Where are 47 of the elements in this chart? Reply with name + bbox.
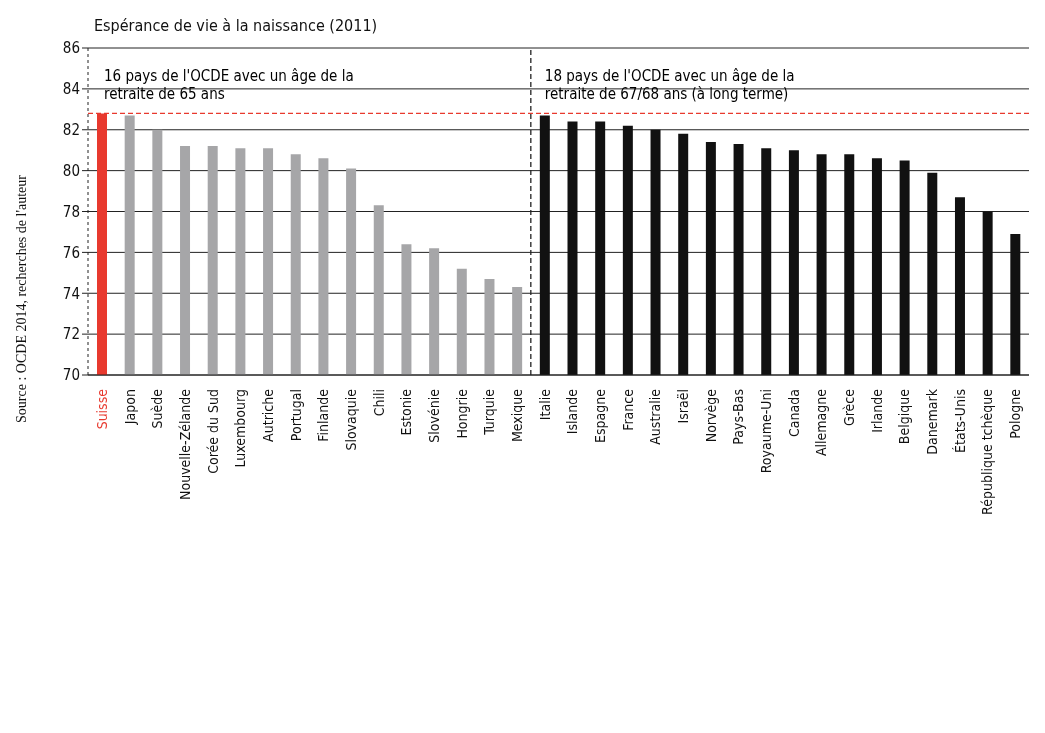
- x-tick-label: Autriche: [259, 388, 276, 442]
- x-tick-label: Allemagne: [813, 388, 830, 457]
- x-tick-label: Turquie: [481, 388, 498, 436]
- x-tick-label: Mexique: [508, 388, 525, 443]
- y-tick-label: 84: [62, 80, 80, 99]
- x-tick-label: Espagne: [592, 388, 609, 443]
- x-tick-label: Danemark: [924, 388, 941, 455]
- x-tick-label: Suède: [149, 388, 166, 429]
- x-tick-label: Pays-Bas: [730, 389, 747, 445]
- y-tick-label: 76: [62, 243, 80, 262]
- y-tick-label: 74: [62, 284, 80, 303]
- chart-title: Espérance de vie à la naissance (2011): [94, 16, 378, 35]
- x-tick-label: Slovénie: [425, 388, 442, 443]
- source-note: Source : OCDE 2014, recherches de l'auteur: [14, 175, 30, 423]
- x-tick-label: Italie: [536, 388, 553, 421]
- x-tick-label: Irlande: [868, 388, 885, 433]
- y-tick-label: 80: [62, 161, 80, 180]
- x-tick-label: Finlande: [315, 388, 332, 442]
- x-tick-label: République tchèque: [979, 388, 996, 515]
- x-tick-label: Nouvelle-Zélande: [176, 388, 193, 500]
- x-tick-label: Chili: [370, 389, 387, 417]
- x-tick-label: Estonie: [398, 388, 415, 436]
- x-tick-label: Corée du Sud: [204, 389, 221, 474]
- x-tick-label: Belgique: [896, 388, 913, 445]
- y-tick-label: 86: [62, 39, 80, 58]
- x-tick-label: Norvège: [702, 388, 719, 443]
- annotation: 16 pays de l'OCDE avec un âge de la retraite de 65 ans: [103, 66, 355, 103]
- y-tick-label: 72: [62, 325, 80, 344]
- x-tick-label: Portugal: [287, 389, 304, 442]
- x-tick-label: Pologne: [1007, 388, 1024, 439]
- x-tick-label: Hongrie: [453, 388, 470, 439]
- y-tick-label: 70: [62, 366, 80, 385]
- x-tick-label: Canada: [785, 389, 802, 437]
- y-tick-label: 78: [62, 202, 80, 221]
- x-tick-label: Luxembourg: [232, 389, 249, 468]
- x-tick-label: Grèce: [841, 388, 858, 427]
- x-tick-label: Royaume-Uni: [758, 389, 775, 474]
- x-tick-label: Slovaquie: [342, 388, 359, 451]
- x-tick-label: Islande: [564, 388, 581, 435]
- x-tick-label: Suisse: [93, 388, 110, 430]
- x-tick-label: Israël: [675, 389, 692, 424]
- annotation: 18 pays de l'OCDE avec un âge de la retraite de 67/68 ans (à long terme): [543, 66, 796, 103]
- x-tick-label: États-Unis: [951, 389, 968, 453]
- x-tick-label: Australie: [647, 388, 664, 445]
- y-tick-label: 82: [62, 121, 80, 140]
- x-tick-label: Japon: [121, 389, 138, 426]
- x-tick-label: France: [619, 388, 636, 431]
